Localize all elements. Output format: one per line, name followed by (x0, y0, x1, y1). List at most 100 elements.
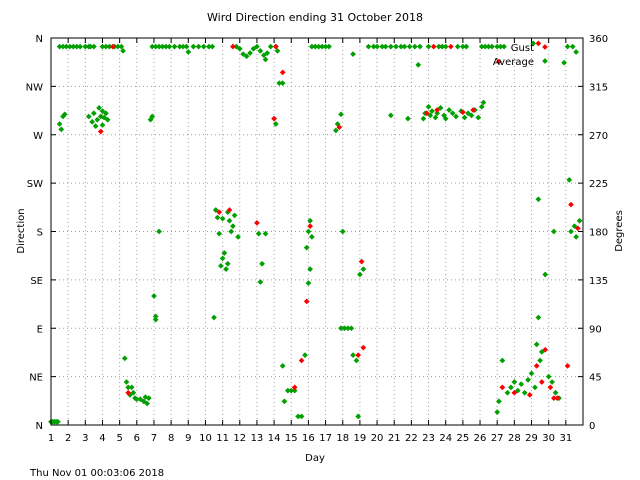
average-point (259, 260, 266, 267)
x-tick-label: 3 (82, 433, 88, 444)
average-point (102, 110, 109, 117)
average-point (569, 43, 576, 50)
average-point (405, 115, 411, 122)
grid-layer (51, 38, 583, 425)
average-point (434, 110, 441, 117)
x-tick-label: 20 (371, 433, 384, 444)
x-tick-label: 10 (199, 433, 212, 444)
y-axis-left-ticks: N NE E SE S SW W NW N (26, 34, 56, 432)
average-point (257, 279, 264, 285)
average-point (121, 355, 128, 362)
average-point (374, 43, 381, 50)
average-point (130, 389, 137, 396)
gust-point (526, 391, 533, 398)
average-point (262, 56, 269, 63)
y-right-tick-label: 135 (589, 276, 608, 287)
average-point (183, 43, 190, 50)
average-point (279, 80, 286, 87)
average-point (339, 228, 346, 235)
average-point (420, 115, 427, 122)
average-point (507, 384, 514, 391)
y-right-tick-label: 0 (589, 421, 595, 432)
average-point (137, 396, 144, 403)
average-point (219, 215, 226, 222)
average-point (247, 50, 254, 57)
average-point (494, 409, 501, 416)
average-point (260, 52, 267, 59)
x-tick-label: 26 (474, 433, 487, 444)
average-point (442, 43, 449, 50)
average-point (101, 114, 108, 121)
average-point (281, 398, 288, 405)
average-point (149, 113, 156, 120)
y-left-tick-label: S (37, 228, 43, 239)
y-right-tick-label: 45 (589, 373, 602, 384)
average-point (568, 228, 574, 235)
average-point (392, 43, 399, 50)
y-left-tick-label: E (37, 324, 43, 335)
gust-point (542, 346, 549, 353)
average-point (514, 387, 521, 394)
average-point (454, 43, 461, 50)
average-point (226, 217, 233, 224)
x-tick-label: 5 (116, 433, 122, 444)
gust-point (574, 225, 581, 232)
gust-point (423, 110, 430, 117)
legend: Gust Average (493, 43, 548, 68)
y-left-tick-label: NE (29, 373, 43, 384)
average-point (307, 266, 314, 273)
average-point (355, 413, 362, 420)
average-point (468, 112, 475, 119)
average-point (308, 233, 315, 240)
gust-point (564, 362, 571, 369)
x-tick-label: 1 (48, 433, 54, 444)
average-point (537, 357, 544, 364)
average-point (212, 207, 219, 213)
x-tick-label: 27 (491, 433, 504, 444)
y-right-tick-label: 315 (589, 82, 608, 93)
x-tick-label: 25 (457, 433, 470, 444)
gust-point (495, 58, 502, 65)
average-point (429, 108, 435, 115)
gust-point (272, 43, 279, 50)
average-point (518, 381, 525, 388)
gust-point (360, 344, 367, 351)
average-point (542, 271, 549, 278)
x-tick-label: 12 (233, 433, 246, 444)
gust-point (216, 209, 223, 216)
legend-label-gust: Gust (511, 43, 534, 54)
average-point (465, 110, 471, 117)
x-tick-label: 30 (542, 433, 555, 444)
average-point (545, 373, 552, 380)
average-point (365, 43, 372, 50)
average-point (257, 47, 264, 54)
average-point (302, 352, 308, 359)
average-point (415, 61, 422, 68)
average-point (533, 341, 540, 348)
average-point (224, 260, 231, 267)
average-point (561, 59, 568, 66)
average-point (152, 316, 159, 323)
gust-point (533, 362, 540, 369)
average-point (501, 43, 508, 50)
average-point (531, 384, 538, 391)
average-point (250, 45, 257, 52)
average-point (243, 53, 250, 60)
average-point (511, 379, 518, 385)
x-tick-label: 7 (151, 433, 157, 444)
average-point (382, 43, 389, 50)
legend-marker-average (542, 58, 548, 64)
x-tick-label: 14 (268, 433, 281, 444)
average-point (235, 233, 242, 240)
average-point (77, 43, 84, 50)
gust-point (459, 109, 466, 116)
average-point (217, 262, 224, 269)
x-tick-label: 24 (439, 433, 452, 444)
average-point (200, 43, 207, 50)
average-point (120, 47, 127, 54)
gust-point (535, 40, 542, 47)
average-point (401, 43, 408, 50)
average-point (99, 108, 106, 115)
